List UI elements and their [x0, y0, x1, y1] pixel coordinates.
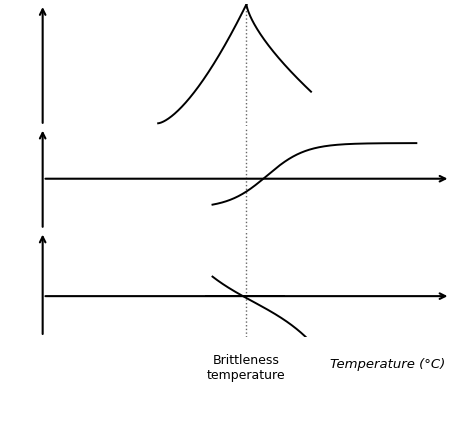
- Text: Temperature (°C): Temperature (°C): [330, 358, 446, 371]
- Text: Brittleness
temperature: Brittleness temperature: [207, 354, 286, 382]
